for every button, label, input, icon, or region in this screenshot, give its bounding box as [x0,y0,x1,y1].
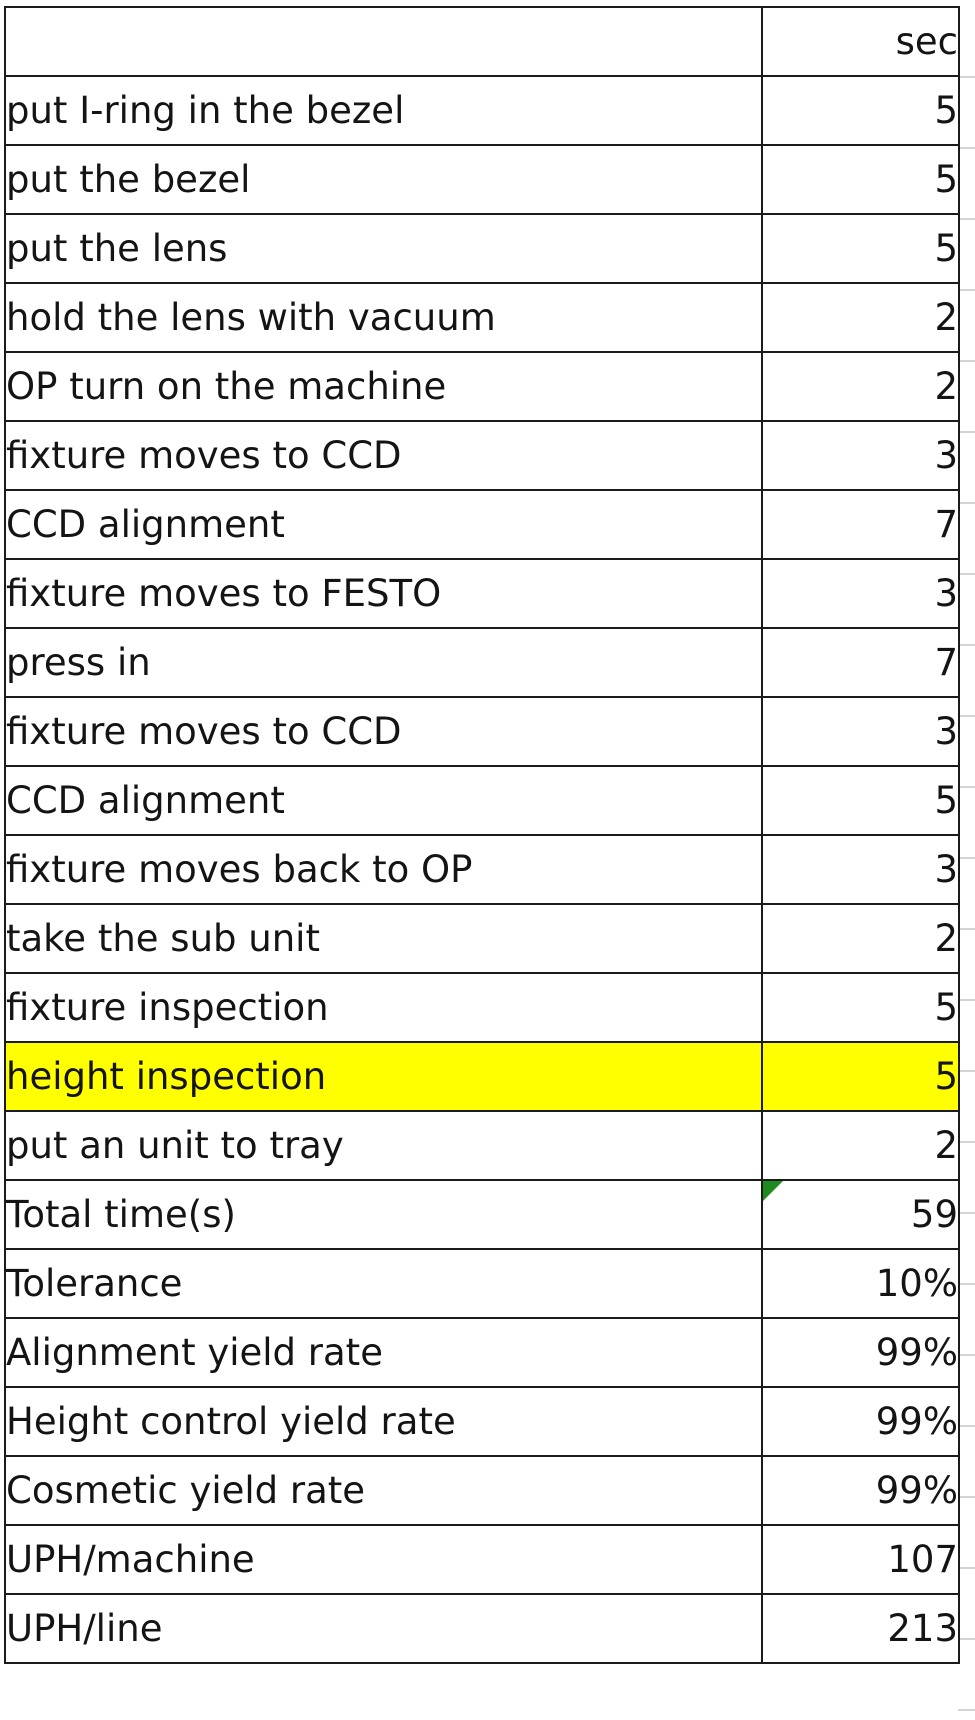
step-label-cell[interactable]: hold the lens with vacuum [4,282,763,353]
step-seconds-cell[interactable]: 3 [761,696,960,767]
summary-label-cell[interactable]: Alignment yield rate [4,1317,763,1388]
table-row: put I-ring in the bezel 5 [4,75,960,146]
summary-value-cell[interactable]: 99% [761,1386,960,1457]
summary-row-alignment-yield: Alignment yield rate 99% [4,1317,960,1388]
header-label-cell[interactable] [4,6,763,77]
step-label-cell[interactable]: press in [4,627,763,698]
summary-value-cell[interactable]: 213 [761,1593,960,1664]
table-row: hold the lens with vacuum 2 [4,282,960,353]
table-row: CCD alignment 7 [4,489,960,560]
table-row: CCD alignment 5 [4,765,960,836]
table-row: take the sub unit 2 [4,903,960,974]
summary-value-text: 59 [910,1193,958,1236]
comment-indicator-icon[interactable] [764,1182,783,1201]
step-label-cell[interactable]: put an unit to tray [4,1110,763,1181]
step-label-cell[interactable]: fixture moves back to OP [4,834,763,905]
step-label-cell[interactable]: fixture moves to CCD [4,420,763,491]
summary-label-cell[interactable]: Total time(s) [4,1179,763,1250]
summary-value-cell[interactable]: 99% [761,1317,960,1388]
table-row: put the lens 5 [4,213,960,284]
step-label-cell[interactable]: take the sub unit [4,903,763,974]
summary-label-cell[interactable]: Cosmetic yield rate [4,1455,763,1526]
summary-label-cell[interactable]: UPH/machine [4,1524,763,1595]
summary-row-tolerance: Tolerance 10% [4,1248,960,1319]
step-seconds-cell[interactable]: 7 [761,627,960,698]
step-seconds-cell[interactable]: 3 [761,834,960,905]
step-seconds-cell[interactable]: 3 [761,420,960,491]
step-label-cell[interactable]: OP turn on the machine [4,351,763,422]
table-row: fixture moves to CCD 3 [4,420,960,491]
summary-label-cell[interactable]: Height control yield rate [4,1386,763,1457]
table-row: fixture moves to CCD 3 [4,696,960,767]
table-row: press in 7 [4,627,960,698]
summary-value-cell[interactable]: 107 [761,1524,960,1595]
table-row: fixture moves to FESTO 3 [4,558,960,629]
table-row: fixture moves back to OP 3 [4,834,960,905]
step-seconds-cell[interactable]: 2 [761,903,960,974]
table-row: put the bezel 5 [4,144,960,215]
step-seconds-cell[interactable]: 5 [761,213,960,284]
table-body: sec put I-ring in the bezel 5 put the be… [4,6,960,1664]
step-seconds-cell[interactable]: 2 [761,351,960,422]
table-row: OP turn on the machine 2 [4,351,960,422]
summary-row-height-control-yield: Height control yield rate 99% [4,1386,960,1457]
step-label-cell[interactable]: fixture moves to FESTO [4,558,763,629]
summary-label-cell[interactable]: UPH/line [4,1593,763,1664]
summary-value-cell[interactable]: 10% [761,1248,960,1319]
step-seconds-cell[interactable]: 5 [761,144,960,215]
step-label-cell[interactable]: height inspection [4,1041,763,1112]
table-row: fixture inspection 5 [4,972,960,1043]
summary-row-uph-machine: UPH/machine 107 [4,1524,960,1595]
step-label-cell[interactable]: CCD alignment [4,489,763,560]
step-seconds-cell[interactable]: 7 [761,489,960,560]
step-label-cell[interactable]: fixture moves to CCD [4,696,763,767]
highlighted-table-row: height inspection 5 [4,1041,960,1112]
header-unit-cell[interactable]: sec [761,6,960,77]
sheet-gridlines [958,0,975,1720]
step-seconds-cell[interactable]: 5 [761,972,960,1043]
step-label-cell[interactable]: CCD alignment [4,765,763,836]
summary-row-total-time: Total time(s) 59 [4,1179,960,1250]
step-seconds-cell[interactable]: 2 [761,282,960,353]
cycle-time-table: sec put I-ring in the bezel 5 put the be… [4,6,960,1664]
header-row: sec [4,6,960,77]
step-label-cell[interactable]: put the lens [4,213,763,284]
step-label-cell[interactable]: fixture inspection [4,972,763,1043]
step-seconds-cell[interactable]: 5 [761,765,960,836]
summary-row-cosmetic-yield: Cosmetic yield rate 99% [4,1455,960,1526]
summary-row-uph-line: UPH/line 213 [4,1593,960,1664]
step-seconds-cell[interactable]: 5 [761,75,960,146]
step-seconds-cell[interactable]: 3 [761,558,960,629]
step-seconds-cell[interactable]: 2 [761,1110,960,1181]
step-seconds-cell[interactable]: 5 [761,1041,960,1112]
summary-value-cell[interactable]: 99% [761,1455,960,1526]
summary-value-cell[interactable]: 59 [761,1179,960,1250]
table-row: put an unit to tray 2 [4,1110,960,1181]
summary-label-cell[interactable]: Tolerance [4,1248,763,1319]
step-label-cell[interactable]: put the bezel [4,144,763,215]
step-label-cell[interactable]: put I-ring in the bezel [4,75,763,146]
